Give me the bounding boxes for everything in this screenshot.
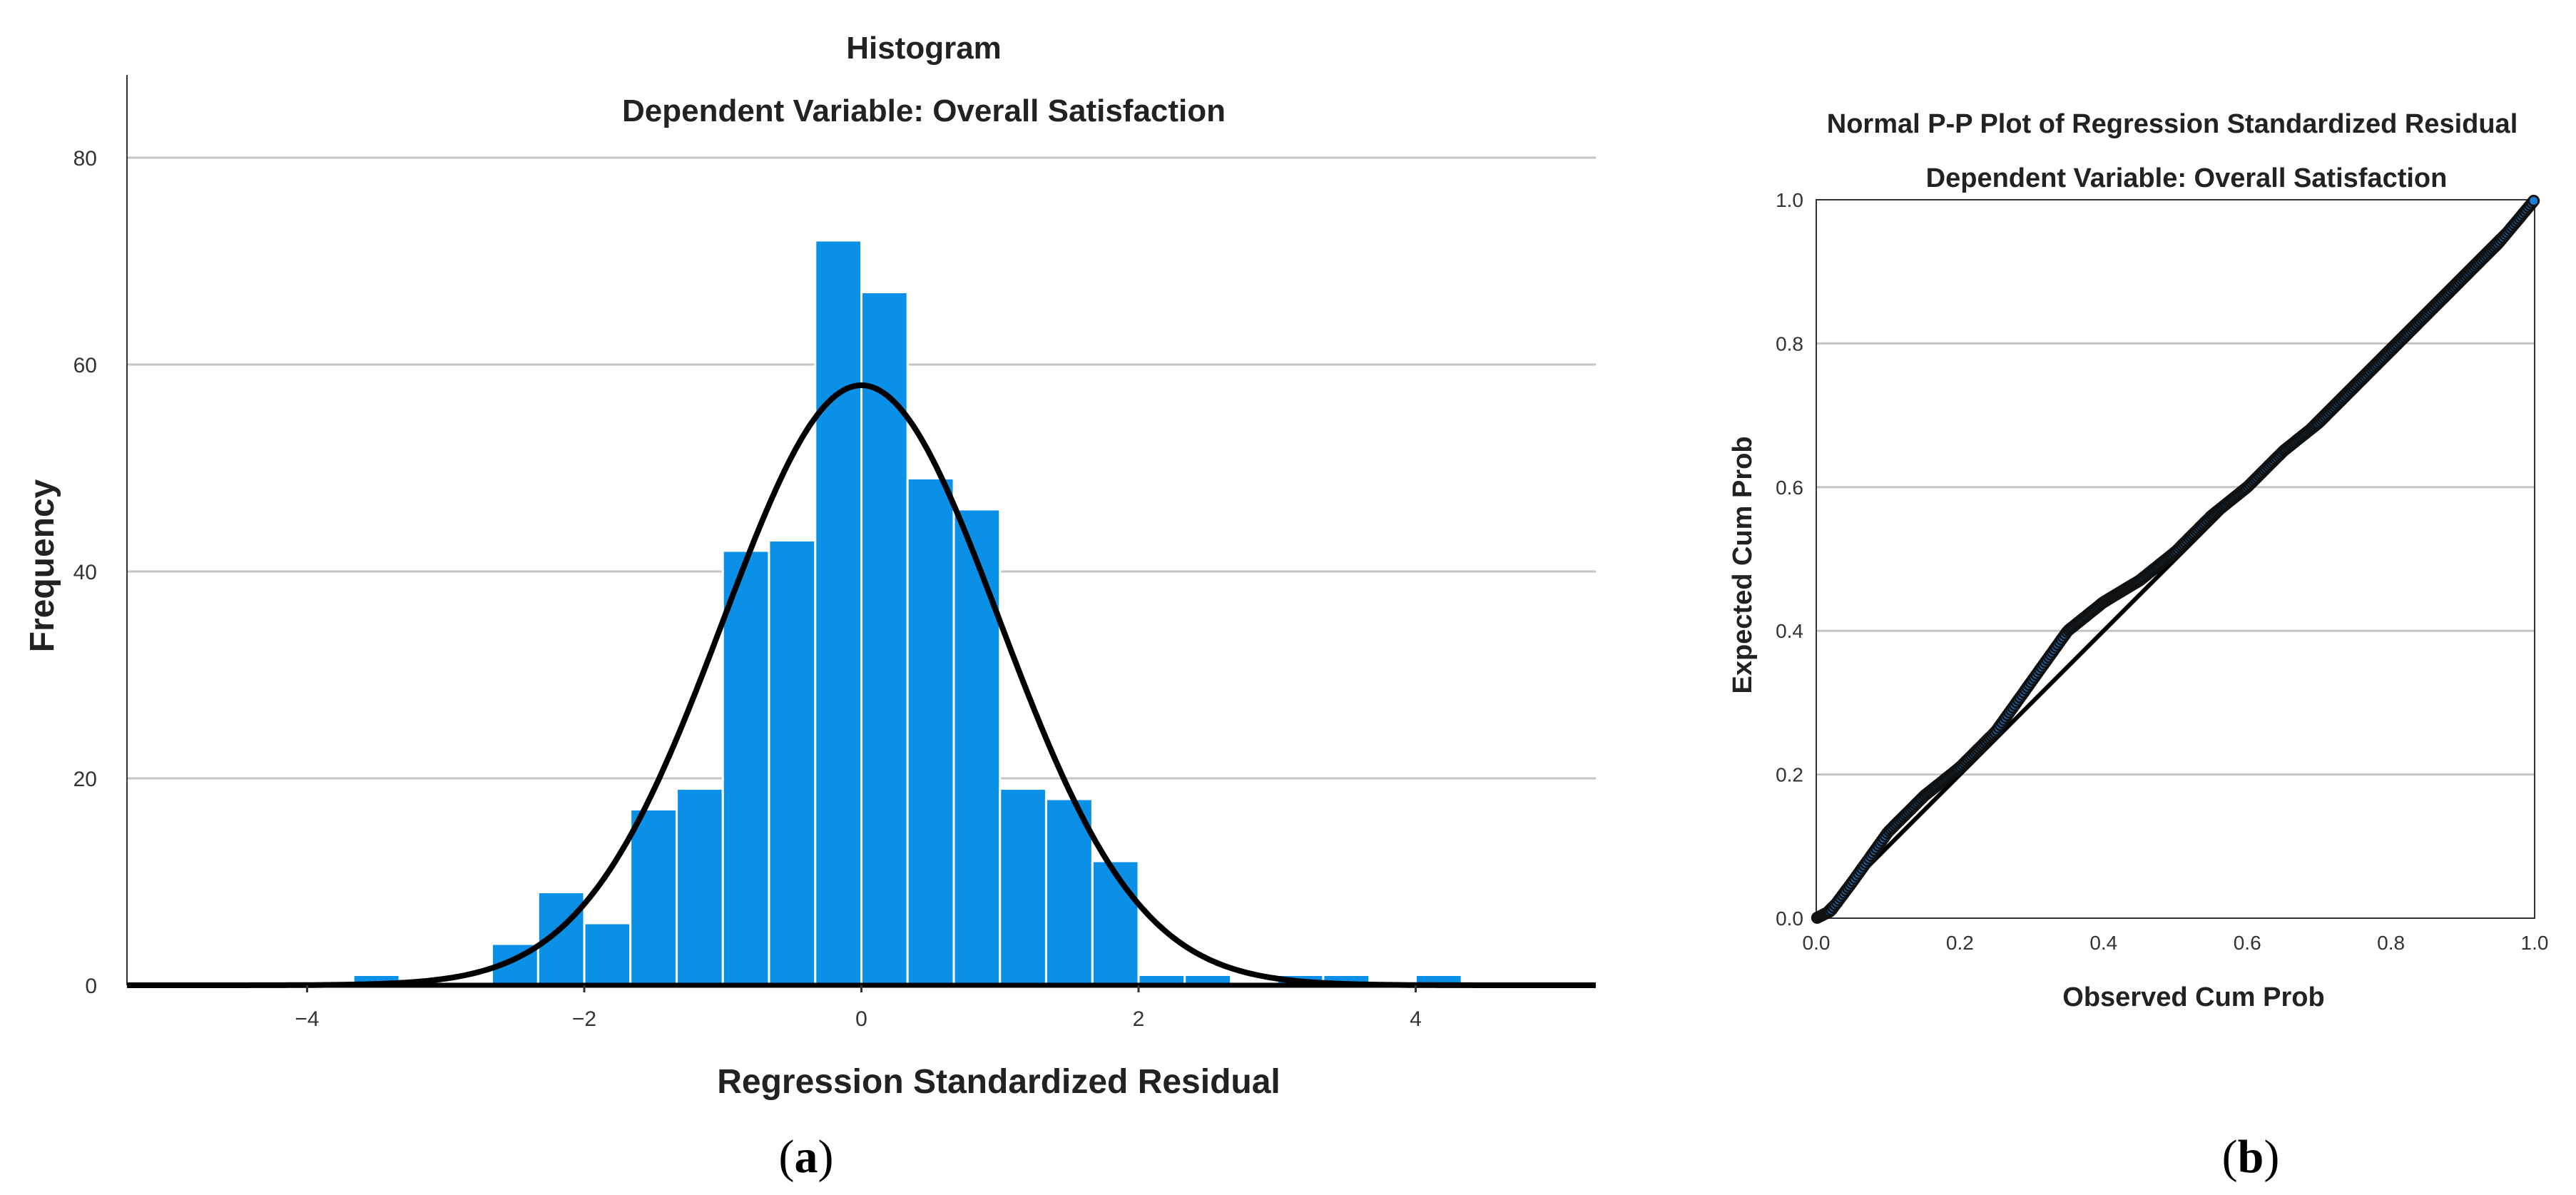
pp-plot-y-tick-label: 0.4 [1776,620,1803,642]
histogram-bar [1091,860,1140,987]
histogram-x-tick-label: 4 [1410,1007,1422,1031]
histogram-y-tick-label: 40 [73,561,97,584]
pp-plot-x-tick-label: 0.0 [1803,932,1831,954]
pp-plot-y-tick-label: 0.6 [1776,477,1803,499]
panel-label-b: (b) [2222,1131,2280,1183]
histogram-x-tick-label: 2 [1133,1007,1145,1031]
histogram-subtitle: Dependent Variable: Overall Satisfaction [622,93,1226,128]
histogram-y-tick-label: 80 [73,147,97,171]
histogram-bar [629,808,678,987]
pp-plot-y-tick-labels: 0.0 0.2 0.4 0.6 0.8 1.0 [1776,189,1803,930]
histogram-bar [768,539,817,987]
histogram-x-tick-label: −2 [572,1007,596,1031]
pp-plot-x-tick-label: 0.4 [2089,932,2117,954]
pp-plot-points [1811,195,2540,924]
panel-label-a: (a) [779,1131,834,1183]
histogram-bars [352,239,1463,987]
pp-plot-x-tick-label: 0.2 [1946,932,1974,954]
histogram-bar [906,477,955,987]
histogram-bar [999,788,1047,987]
histogram-bar [583,922,632,987]
pp-plot-x-tick-label: 0.8 [2377,932,2405,954]
pp-plot-y-tick-label: 0.8 [1776,332,1803,355]
pp-plot-y-tick-label: 0.0 [1776,907,1803,930]
histogram-y-tick-label: 20 [73,768,97,791]
histogram-x-tick-label: −4 [295,1007,319,1031]
histogram-bar [814,239,862,987]
pp-plot-frame [1816,199,2535,919]
histogram-x-axis-label: Regression Standardized Residual [717,1063,1281,1101]
pp-plot-subtitle: Dependent Variable: Overall Satisfaction [1926,163,2448,193]
pp-plot-y-axis-label: Expected Cum Prob [1728,436,1758,693]
pp-plot-panel: Normal P-P Plot of Regression Standardiz… [1728,109,2548,1183]
pp-plot-gridlines [1816,342,2535,776]
histogram-y-axis-label: Frequency [24,479,61,652]
pp-plot-point [2527,195,2540,207]
pp-plot-x-tick-label: 0.6 [2234,932,2261,954]
histogram-x-tick-label: 0 [855,1007,867,1031]
histogram-y-tick-label: 0 [85,975,97,998]
histogram-bar [952,508,1002,987]
pp-plot-title: Normal P-P Plot of Regression Standardiz… [1827,109,2518,139]
histogram-bar [721,549,770,987]
pp-plot-y-tick-label: 0.2 [1776,764,1803,786]
histogram-x-tick-labels: −4 −2 0 2 4 [295,985,1422,1031]
histogram-bar [676,788,724,987]
pp-plot-x-tick-label: 1.0 [2521,932,2549,954]
pp-plot-x-axis-label: Observed Cum Prob [2062,982,2324,1012]
histogram-panel: Histogram Dependent Variable: Overall Sa… [24,31,1596,1183]
histogram-bar [1044,798,1094,987]
histogram-title: Histogram [846,31,1002,66]
histogram-y-tick-label: 60 [73,354,97,377]
pp-plot-y-tick-label: 1.0 [1776,189,1803,211]
histogram-y-tick-labels: 0 20 40 60 80 [73,147,97,998]
pp-plot-x-tick-labels: 0.0 0.2 0.4 0.6 0.8 1.0 [1803,932,2549,954]
